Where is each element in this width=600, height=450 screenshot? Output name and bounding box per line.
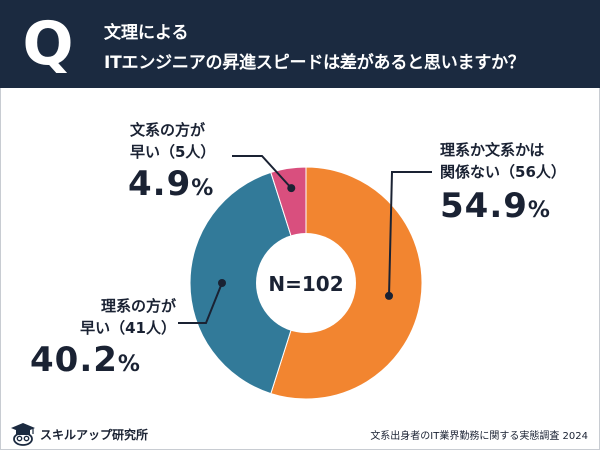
donut-chart-area: N=102 理系か文系かは 関係ない（56人） 54.9% 理系の方が 早い（4… — [0, 88, 600, 418]
slice-science-faster — [189, 171, 307, 395]
leader-humanities-dot — [287, 184, 296, 193]
slice-label-neither-line1: 理系か文系かは — [440, 141, 545, 159]
percent-value: 54.9 — [440, 186, 528, 226]
donut-hole — [256, 233, 356, 333]
title-line-2: ITエンジニアの昇進スピードは差があると思いますか？ — [104, 53, 525, 73]
percent-sign: % — [191, 176, 214, 201]
slice-label-science-line1: 理系の方が — [100, 297, 176, 315]
title-line-1: 文理による — [104, 23, 189, 43]
footer: スキルアップ研究所 文系出身者のIT業界勤務に関する実態調査 2024 — [0, 420, 600, 450]
slice-label-neither-line2: 関係ない（56人） — [440, 163, 566, 181]
leader-lines — [178, 155, 432, 324]
percent-value: 4.9 — [128, 164, 192, 204]
slice-label-humanities-line1: 文系の方が — [130, 121, 206, 139]
slice-label-science-line2: 早い（41人） — [80, 319, 176, 337]
percent-value: 40.2 — [30, 340, 118, 380]
question-badge-icon: Q — [14, 12, 82, 76]
slice-percent-neither: 54.9% — [440, 186, 550, 231]
header-banner: Q 文理による ITエンジニアの昇進スピードは差があると思いますか？ — [0, 0, 600, 88]
slice-percent-humanities: 4.9% — [128, 164, 213, 209]
leader-neither — [388, 171, 432, 296]
owl-graduate-icon — [11, 423, 35, 446]
percent-sign: % — [117, 352, 140, 377]
leader-science-dot — [218, 279, 226, 287]
badge-letter: Q — [22, 12, 73, 76]
leader-neither-dot — [385, 291, 394, 300]
leader-humanities — [232, 155, 293, 189]
center-label: N=102 — [268, 272, 343, 296]
brand-name: スキルアップ研究所 — [40, 428, 149, 442]
leader-science — [178, 282, 223, 324]
percent-sign: % — [527, 198, 550, 223]
slice-label-humanities-line2: 早い（5人） — [130, 143, 216, 161]
source-note: 文系出身者のIT業界勤務に関する実態調査 2024 — [370, 431, 588, 442]
donut-chart: N=102 — [178, 155, 432, 400]
slice-percent-science: 40.2% — [30, 340, 140, 385]
